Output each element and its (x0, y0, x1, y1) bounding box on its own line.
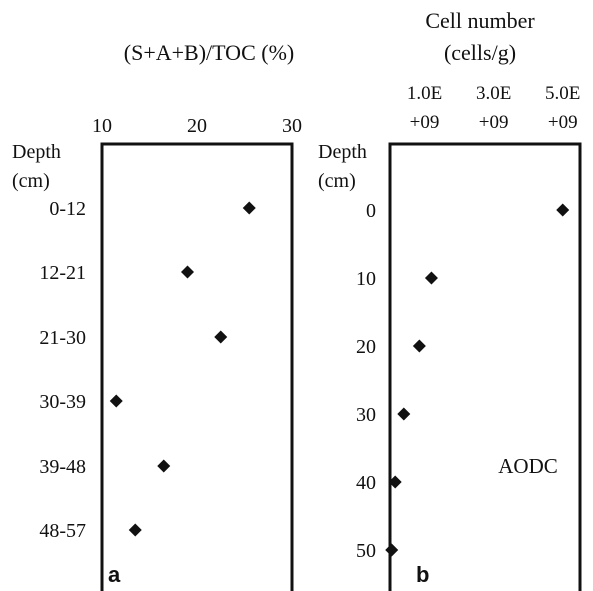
panel-b-y-tick-label: 10 (356, 268, 376, 290)
panel-b-point (412, 339, 426, 353)
panel-a-point (109, 394, 123, 408)
panel-a-y-tick-label: 12-21 (39, 262, 86, 284)
panel-a-x-ticks: 10 20 30 (92, 115, 302, 137)
panel-a-ylabel-line1: Depth (12, 141, 61, 163)
panel-b-y-tick-label: 0 (366, 200, 376, 222)
panel-b-y-tick-label: 40 (356, 472, 376, 494)
panel-b-y-tick-label: 20 (356, 336, 376, 358)
panel-b-frame (388, 142, 582, 591)
panel-b-y-ticks: 0 10 20 30 40 50 (356, 200, 376, 562)
panel-b-ylabel-line2: (cm) (318, 170, 356, 192)
panel-b-x-tick-label: 5.0E (545, 83, 580, 104)
panel-b-x-tick-label: 1.0E (407, 83, 442, 104)
panel-b-title-line1: Cell number (425, 8, 535, 33)
panel-a-point (128, 523, 142, 537)
panel-a-point (242, 201, 256, 215)
panel-a-point (181, 265, 194, 279)
panel-b-ylabel-line1: Depth (318, 141, 367, 163)
panel-b-y-tick-label: 50 (356, 540, 376, 562)
panel-a-y-tick-label: 0-12 (49, 198, 86, 220)
panel-a-point (157, 459, 171, 473)
panel-b-y-tick-label: 30 (356, 404, 376, 426)
panel-b-title-line2: (cells/g) (444, 40, 516, 65)
panel-b-point (556, 203, 570, 217)
panel-a-ylabel-line2: (cm) (12, 170, 50, 192)
panel-b-x-tick-label-exponent: +09 (548, 112, 578, 133)
panel-a: (S+A+B)/TOC (%) Depth (cm) a 10 20 30 0-12… (12, 40, 302, 591)
panel-a-y-tick-label: 21-30 (39, 327, 86, 349)
panel-b-x-tick-label: 3.0E (476, 83, 511, 104)
panel-b: Cell number (cells/g) Depth (cm) b AODC … (318, 8, 582, 591)
panel-b-point (388, 475, 402, 489)
panel-a-x-tick-label: 10 (92, 115, 112, 137)
panel-b-point (385, 543, 399, 557)
panel-b-x-tick-label-exponent: +09 (479, 112, 509, 133)
panel-b-letter: b (416, 562, 429, 587)
panel-a-x-tick-label: 20 (187, 115, 207, 137)
panel-a-point (214, 330, 228, 344)
panel-a-y-tick-label: 30-39 (39, 391, 86, 413)
panel-a-points (109, 201, 256, 537)
panel-a-title: (S+A+B)/TOC (%) (124, 40, 294, 65)
panel-b-point (424, 271, 438, 285)
panel-a-x-tick-label: 30 (282, 115, 302, 137)
panel-a-y-ticks: 0-12 12-21 21-30 30-39 39-48 48-57 (39, 198, 86, 542)
panel-b-x-tick-label-exponent: +09 (410, 112, 440, 133)
panel-a-frame (100, 142, 294, 591)
panel-b-annotation: AODC (498, 454, 558, 478)
panel-a-y-tick-label: 48-57 (39, 520, 86, 542)
panel-b-points (385, 203, 570, 557)
panel-b-x-ticks: 1.0E +09 3.0E +09 5.0E +09 (407, 83, 581, 133)
panel-a-letter: a (108, 562, 121, 587)
panel-b-point (397, 407, 411, 421)
panel-a-y-tick-label: 39-48 (39, 456, 86, 478)
